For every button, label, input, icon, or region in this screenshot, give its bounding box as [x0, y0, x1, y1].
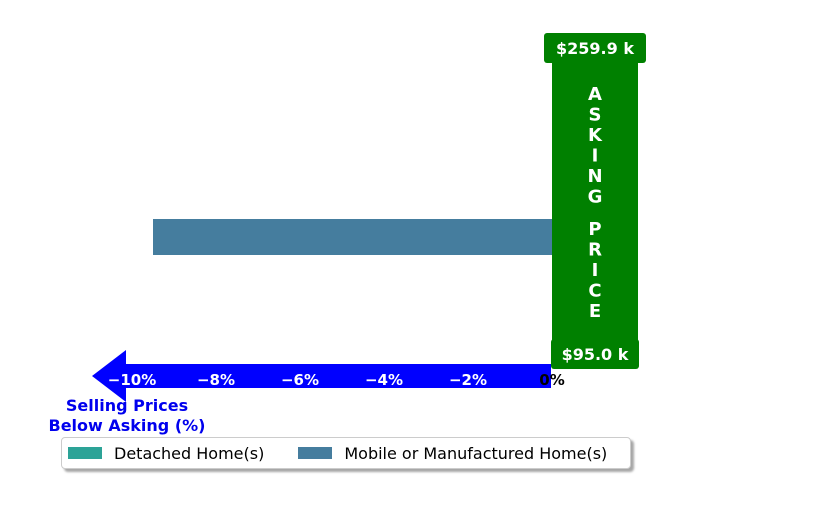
- x-tick-label: 0%: [539, 371, 564, 389]
- x-axis-arrow-shape: [92, 350, 551, 402]
- asking-letter: S: [589, 105, 602, 126]
- asking-letter: G: [588, 187, 603, 208]
- bottom-price-badge: $95.0 k: [551, 339, 639, 369]
- legend-label-detached: Detached Home(s): [114, 443, 265, 463]
- asking-letter: I: [592, 260, 599, 281]
- x-axis-title-line: Selling Prices: [66, 396, 188, 415]
- asking-price-band-rect: [552, 60, 638, 342]
- bar-mobile: [153, 219, 552, 255]
- asking-letter: C: [588, 281, 601, 302]
- x-tick-label: −4%: [365, 371, 403, 389]
- asking-letter: K: [588, 125, 603, 146]
- legend-swatch-detached: [68, 447, 102, 459]
- x-tick-label: −2%: [449, 371, 487, 389]
- asking-letter: R: [588, 240, 602, 261]
- x-tick-label: −6%: [281, 371, 319, 389]
- x-axis-tick-labels: −10% −8% −6% −4% −2% 0%: [108, 371, 565, 389]
- asking-letter: N: [587, 166, 602, 187]
- legend-swatch-mobile: [298, 447, 333, 459]
- legend-item-mobile: Mobile or Manufactured Home(s): [298, 444, 607, 463]
- x-axis-arrow: −10% −8% −6% −4% −2% 0%: [92, 350, 565, 402]
- x-axis-title: Selling Prices Below Asking (%): [49, 396, 206, 435]
- top-price-badge: $259.9 k: [544, 33, 646, 63]
- bars-layer: [153, 173, 561, 255]
- legend-label-mobile: Mobile or Manufactured Home(s): [344, 443, 608, 463]
- legend: Detached Home(s) Mobile or Manufactured …: [61, 437, 631, 469]
- asking-letter: P: [588, 219, 601, 240]
- x-tick-label: −10%: [108, 371, 156, 389]
- top-price-label: $259.9 k: [556, 39, 634, 58]
- asking-letter: A: [588, 84, 602, 105]
- asking-letter: E: [589, 301, 601, 322]
- x-axis-title-line: Below Asking (%): [49, 416, 206, 435]
- x-tick-label: −8%: [197, 371, 235, 389]
- bottom-price-label: $95.0 k: [562, 345, 629, 364]
- legend-item-detached: Detached Home(s): [68, 444, 264, 463]
- asking-letter: I: [592, 146, 599, 167]
